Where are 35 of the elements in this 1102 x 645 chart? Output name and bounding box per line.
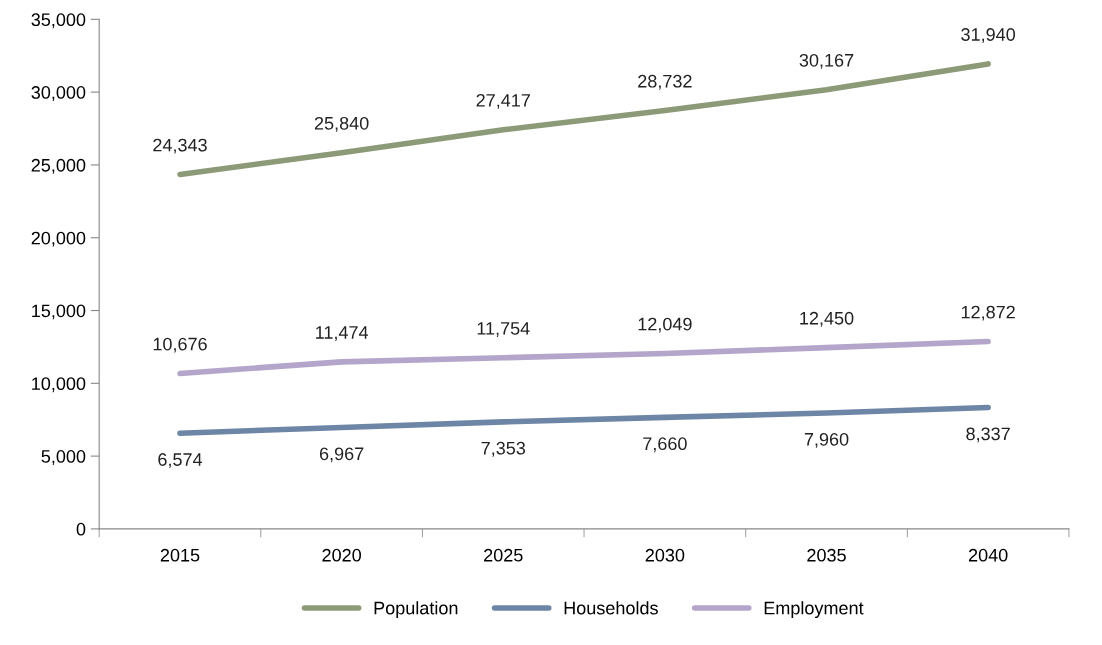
data-label: 30,167 [799,53,854,69]
data-label: 31,940 [961,28,1016,44]
legend-label: Households [564,601,658,615]
x-tick-label: 2020 [322,548,361,562]
data-label: 24,343 [153,138,207,154]
y-tick-label: 25,000 [31,158,86,174]
y-tick-label: 15,000 [32,304,86,320]
x-tick-label: 2015 [160,548,200,562]
data-label: 25,840 [314,116,369,132]
legend-label: Population [374,601,458,619]
data-label: 10,676 [153,337,207,353]
data-label: 8,337 [966,427,1010,443]
data-label: 12,450 [800,311,854,327]
data-label: 12,049 [638,317,692,333]
x-tick-label: 2035 [807,548,846,562]
y-tick-label: 10,000 [32,377,86,393]
y-tick-label: 0 [76,522,86,536]
data-label: 12,872 [961,305,1015,321]
data-label: 7,660 [643,437,687,453]
x-tick-label: 2025 [484,548,523,562]
data-label: 28,732 [638,74,692,90]
data-label: 7,353 [481,441,526,457]
data-label: 11,754 [477,322,530,337]
data-label: 7,960 [804,432,849,448]
x-tick-label: 2030 [645,548,685,562]
y-tick-label: 20,000 [31,231,86,247]
data-label: 6,574 [158,453,203,469]
data-label: 6,967 [319,447,364,463]
data-label: 11,474 [316,326,369,341]
y-tick-label: 30,000 [31,86,86,101]
legend-label: Employment [764,601,864,619]
y-tick-label: 5,000 [41,450,86,465]
x-tick-label: 2040 [968,548,1008,562]
y-tick-label: 35,000 [31,13,86,29]
data-label: 27,417 [476,93,530,109]
